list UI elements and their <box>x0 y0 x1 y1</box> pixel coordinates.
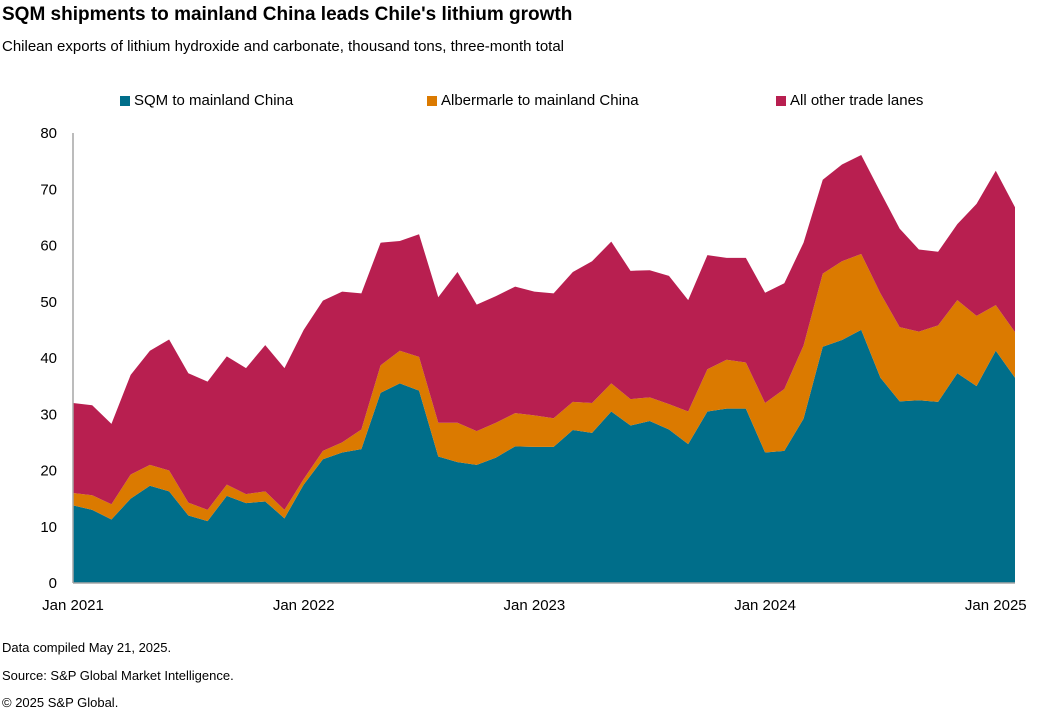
legend-item-other: All other trade lanes <box>776 92 923 109</box>
y-tick-label: 30 <box>40 406 57 423</box>
x-tick-label: Jan 2023 <box>504 597 566 614</box>
legend-swatch-other <box>776 95 786 106</box>
footer-copyright: © 2025 S&P Global. <box>2 695 119 710</box>
y-tick-label: 10 <box>40 519 57 536</box>
x-tick-label: Jan 2024 <box>734 597 796 614</box>
legend-label-albermarle: Albermarle to mainland China <box>441 92 639 109</box>
y-tick-label: 20 <box>40 463 57 480</box>
legend-swatch-albermarle <box>427 95 437 106</box>
area-series-3 <box>73 154 1015 510</box>
chart-subtitle: Chilean exports of lithium hydroxide and… <box>2 38 565 55</box>
y-tick-label: 0 <box>49 575 57 592</box>
legend-item-sqm: SQM to mainland China <box>120 92 293 109</box>
footer-source: Source: S&P Global Market Intelligence. <box>2 668 234 683</box>
y-tick-label: 50 <box>40 294 57 311</box>
legend-item-albermarle: Albermarle to mainland China <box>427 92 639 109</box>
legend: SQM to mainland China Albermarle to main… <box>0 92 1063 112</box>
y-tick-label: 40 <box>40 350 57 367</box>
x-tick-label: Jan 2022 <box>273 597 335 614</box>
legend-label-sqm: SQM to mainland China <box>134 92 294 109</box>
y-tick-label: 80 <box>40 125 57 142</box>
area-series-1 <box>73 329 1015 583</box>
chart-title: SQM shipments to mainland China leads Ch… <box>2 4 573 25</box>
y-tick-label: 70 <box>40 181 57 198</box>
x-tick-label: Jan 2021 <box>42 597 104 614</box>
footer-compiled: Data compiled May 21, 2025. <box>2 640 172 655</box>
legend-swatch-sqm <box>120 95 130 106</box>
x-tick-label: Jan 2025 <box>965 597 1027 614</box>
y-tick-label: 60 <box>40 238 57 255</box>
legend-label-other: All other trade lanes <box>790 92 924 109</box>
